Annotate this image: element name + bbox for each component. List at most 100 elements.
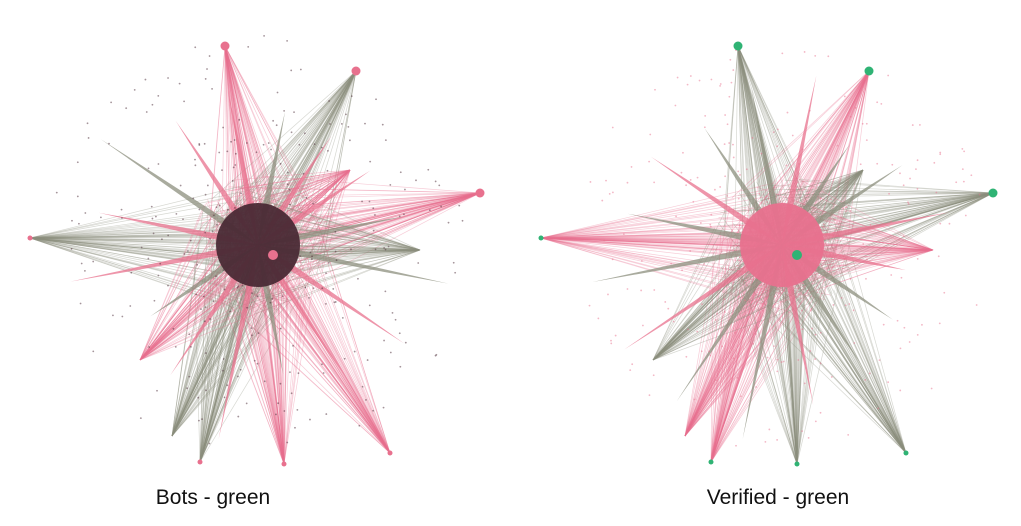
node [685,355,688,358]
node [896,319,899,322]
node [939,151,942,154]
edge [29,237,243,278]
node [372,229,375,232]
edge [684,235,732,437]
edge [652,250,723,361]
edge [299,236,421,251]
node [147,257,150,260]
node [270,148,272,151]
node [100,216,102,219]
edge [264,192,481,242]
node [161,238,163,241]
node [719,84,721,87]
node [183,253,186,255]
node [899,172,901,175]
edge [684,206,730,437]
spike [782,75,817,246]
edge [844,231,907,454]
edge [242,249,421,306]
edge [255,252,285,465]
edge [710,254,746,463]
edge [710,254,749,463]
node [222,369,224,372]
edge [29,237,237,309]
edge [540,237,765,245]
node [840,296,843,299]
edge [801,192,994,224]
node [321,363,323,366]
node [324,303,327,305]
edge [831,192,994,235]
edge [824,239,907,454]
edge [249,252,285,465]
node [710,78,713,81]
edge [310,169,351,217]
node [399,171,402,174]
edge [710,252,772,463]
node [238,118,241,121]
caption-bots: Bots - green [155,486,271,509]
edge [819,249,934,262]
node [148,346,150,348]
node [704,114,707,117]
node [849,115,852,118]
node [680,171,683,174]
edge [540,237,736,289]
edge [224,45,306,217]
node [231,180,234,182]
edge [254,248,391,454]
node [739,395,742,398]
edge [540,237,809,301]
edge [821,70,870,218]
node [723,143,726,146]
edge [171,282,307,437]
edge [779,254,798,465]
node [640,259,643,262]
edge [540,203,743,239]
node [614,334,617,337]
hub-node [220,41,230,51]
node [294,426,296,429]
node [404,188,406,191]
node [607,293,609,296]
edge [540,237,775,249]
edge [796,230,831,465]
node [229,310,232,313]
edge [171,257,276,437]
edge [789,192,994,242]
node [827,55,830,58]
edge [769,188,994,194]
node [275,124,278,127]
edge [684,309,768,437]
node [670,262,673,265]
edge [312,192,481,266]
edge [171,282,212,437]
edge [171,210,204,437]
edge [804,169,864,218]
edge [29,223,256,239]
hub-node [708,459,714,465]
node [196,263,199,266]
edge [793,191,994,194]
node [772,131,775,133]
edge [29,237,224,274]
edge [540,237,745,293]
node [728,142,731,144]
edge [729,251,798,465]
node [963,150,966,153]
node [326,169,329,172]
edge [820,249,934,254]
edge [259,192,481,234]
node [194,46,197,49]
edge [540,210,750,239]
node [157,163,160,165]
edge [780,260,798,465]
edge [824,216,934,251]
node [140,246,143,249]
node [919,124,921,126]
node [640,289,643,292]
node [55,191,58,194]
node [736,376,739,379]
node [608,193,611,195]
node [87,137,90,139]
